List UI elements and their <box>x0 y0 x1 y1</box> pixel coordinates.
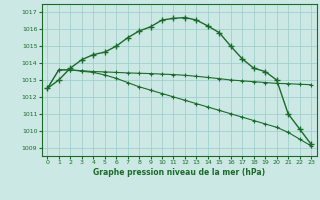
X-axis label: Graphe pression niveau de la mer (hPa): Graphe pression niveau de la mer (hPa) <box>93 168 265 177</box>
